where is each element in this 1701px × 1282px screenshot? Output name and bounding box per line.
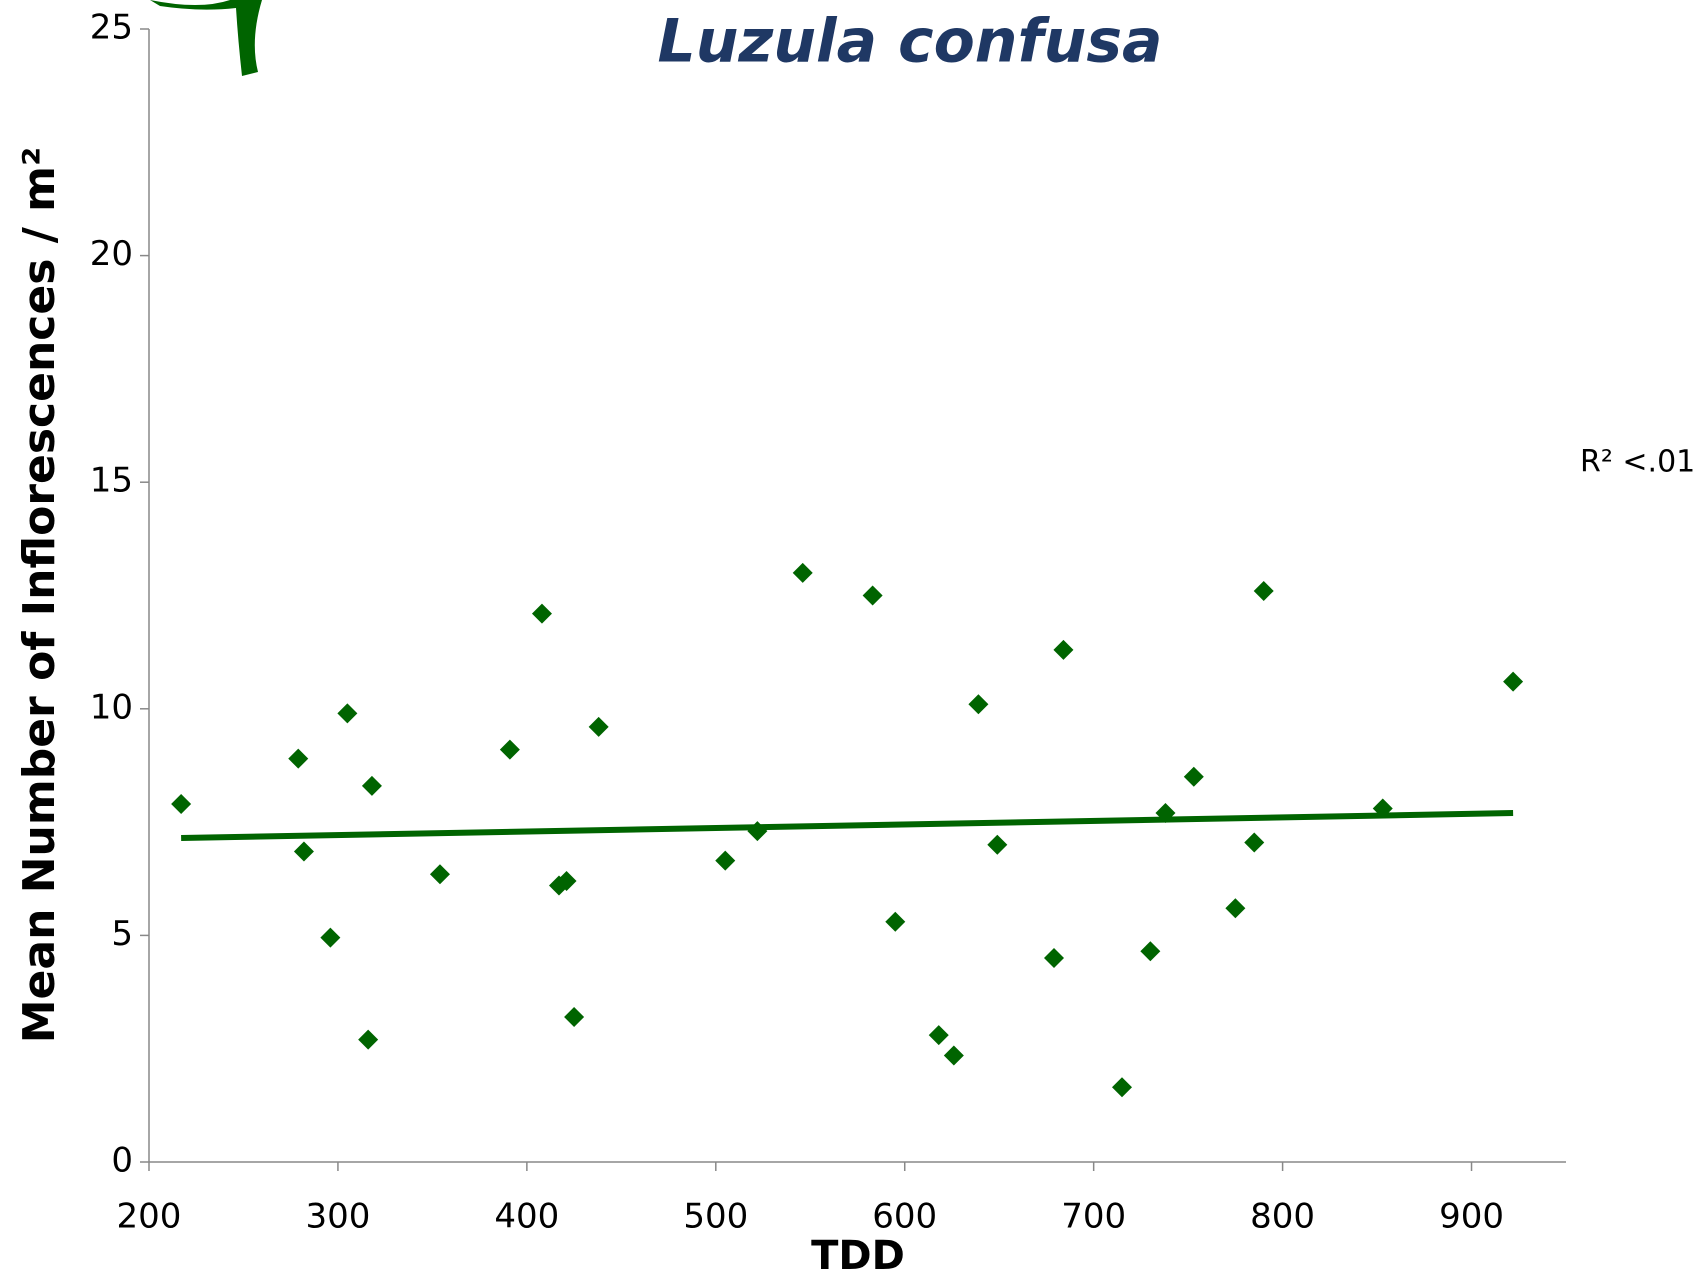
point	[715, 850, 736, 871]
point	[499, 739, 520, 760]
x-tick-label: 400	[494, 1197, 559, 1237]
y-tick-label: 0	[111, 1141, 133, 1181]
y-tick-label: 5	[111, 914, 133, 954]
point	[987, 834, 1008, 855]
point	[1253, 580, 1274, 601]
point	[1183, 766, 1204, 787]
point	[588, 716, 609, 737]
point	[1140, 941, 1161, 962]
x-tick-label: 200	[117, 1197, 182, 1237]
y-tick-label: 20	[90, 234, 133, 274]
point	[1155, 803, 1176, 824]
x-tick-label: 600	[872, 1197, 937, 1237]
point	[531, 603, 552, 624]
point	[429, 864, 450, 885]
point	[928, 1025, 949, 1046]
chart-title: Luzula confusa	[657, 7, 1162, 77]
point	[293, 841, 314, 862]
point	[564, 1006, 585, 1027]
point	[1372, 798, 1393, 819]
point	[792, 562, 813, 583]
x-tick-label: 500	[683, 1197, 748, 1237]
y-axis-label: Mean Number of Inflorescences / m²	[14, 147, 65, 1043]
point	[556, 871, 577, 892]
point	[358, 1029, 379, 1050]
x-axis-label: TDD	[811, 1233, 905, 1279]
point	[288, 748, 309, 769]
point	[943, 1045, 964, 1066]
point	[1053, 639, 1074, 660]
x-tick-label: 900	[1439, 1197, 1504, 1237]
point	[1112, 1077, 1133, 1098]
decoration	[150, 0, 262, 76]
point	[320, 927, 341, 948]
point	[968, 694, 989, 715]
point	[747, 821, 768, 842]
y-tick-label: 10	[90, 687, 133, 727]
point	[1503, 671, 1524, 692]
point	[361, 775, 382, 796]
y-tick-label: 25	[90, 8, 133, 48]
point	[337, 703, 358, 724]
x-tick-label: 300	[305, 1197, 370, 1237]
point	[1244, 832, 1265, 853]
point	[1043, 948, 1064, 969]
point	[885, 911, 906, 932]
point	[171, 793, 192, 814]
x-tick-label: 800	[1250, 1197, 1315, 1237]
point	[1225, 898, 1246, 919]
annotation: R² <.01	[1580, 445, 1695, 480]
x-tick-label: 700	[1061, 1197, 1126, 1237]
trendline	[181, 810, 1514, 841]
y-tick-label: 15	[90, 461, 133, 501]
point	[862, 585, 883, 606]
